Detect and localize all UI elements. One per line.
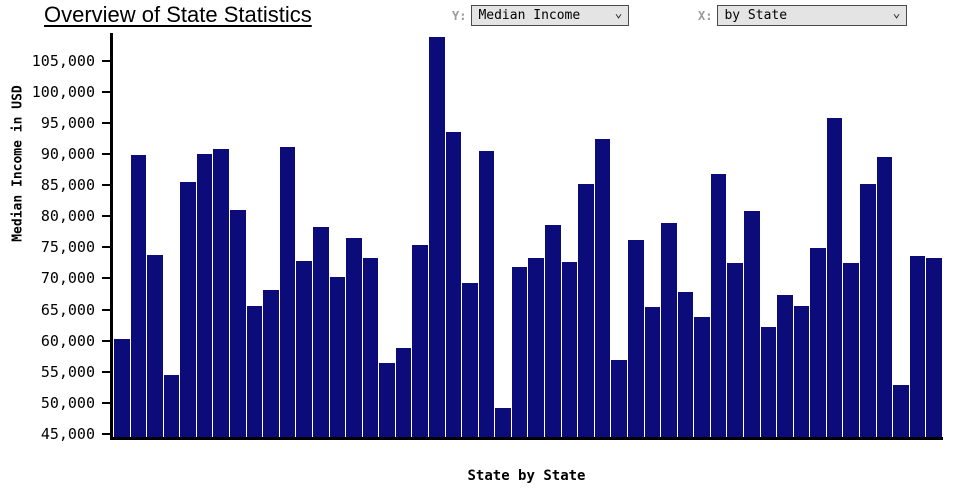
y-tick-label: 90,000 [40, 145, 95, 164]
x-axis-control: X: by State ⌄ [698, 5, 908, 26]
bar [395, 348, 412, 437]
bar [478, 150, 495, 437]
x-dropdown-value: by State [724, 8, 788, 23]
bar [147, 255, 163, 437]
bar [826, 117, 843, 437]
bar [677, 292, 694, 437]
bar [545, 225, 561, 437]
bar [793, 305, 810, 437]
x-control-label: X: [698, 8, 713, 23]
bar [462, 282, 478, 437]
y-tick-mark [102, 215, 110, 218]
y-tick-mark [102, 308, 110, 311]
y-tick-mark [102, 277, 110, 280]
x-variable-dropdown[interactable]: by State ⌄ [717, 5, 908, 26]
bar [263, 290, 279, 437]
y-control-label: Y: [452, 8, 467, 23]
bar [810, 247, 826, 437]
bar [329, 276, 346, 437]
y-tick-label: 55,000 [40, 362, 95, 381]
y-tick-label: 65,000 [40, 300, 95, 319]
chevron-down-icon: ⌄ [614, 5, 623, 21]
bar [909, 255, 926, 437]
bar [561, 262, 578, 437]
bar [926, 258, 942, 437]
bar [346, 237, 362, 437]
bar [379, 363, 395, 437]
bar [246, 305, 263, 437]
y-tick-mark [102, 432, 110, 435]
bar [296, 261, 312, 437]
y-tick-label: 80,000 [40, 207, 95, 226]
bar [362, 258, 379, 437]
bar [213, 148, 230, 437]
y-tick-mark [102, 339, 110, 342]
y-tick-label: 50,000 [40, 393, 95, 412]
bar [528, 258, 545, 437]
y-tick-label: 70,000 [40, 269, 95, 288]
page-title: Overview of State Statistics [44, 2, 312, 27]
bar [893, 384, 909, 437]
bar [743, 211, 760, 437]
y-tick-mark [102, 184, 110, 187]
y-tick-mark [102, 91, 110, 94]
y-tick-label: 100,000 [31, 83, 95, 102]
y-dropdown-value: Median Income [478, 8, 581, 23]
bar [644, 307, 661, 437]
bar [130, 155, 147, 437]
bar [876, 156, 893, 437]
y-tick-mark [102, 122, 110, 125]
bar [511, 267, 528, 437]
bar [412, 244, 428, 437]
y-tick-mark [102, 370, 110, 373]
bar [694, 317, 710, 437]
bar [279, 147, 296, 437]
bar [495, 408, 511, 437]
y-tick-label: 75,000 [40, 238, 95, 257]
bar [727, 263, 743, 437]
y-tick-label: 45,000 [40, 424, 95, 443]
y-tick-mark [102, 59, 110, 62]
bar [843, 263, 860, 437]
x-axis-title: State by State [467, 468, 586, 484]
plot-area [110, 33, 943, 440]
bar [860, 183, 876, 437]
chevron-down-icon: ⌄ [892, 5, 901, 21]
y-tick-label: 85,000 [40, 176, 95, 195]
bar [661, 222, 677, 437]
bar [578, 184, 594, 437]
bar [230, 210, 246, 437]
bar [760, 327, 777, 437]
y-axis: 45,000 50,000 55,000 60,000 65,000 70,000 75,0… [0, 33, 110, 443]
bar [710, 173, 727, 437]
y-axis-control: Y: Median Income ⌄ [452, 5, 630, 26]
bar [180, 182, 196, 437]
bar [627, 239, 644, 437]
y-tick-label: 95,000 [40, 114, 95, 133]
bar [777, 294, 793, 437]
y-variable-dropdown[interactable]: Median Income ⌄ [471, 5, 630, 26]
y-tick-mark [102, 153, 110, 156]
y-tick-mark [102, 246, 110, 249]
bar [445, 131, 462, 437]
bar [114, 338, 130, 437]
y-tick-label: 60,000 [40, 331, 95, 350]
y-tick-mark [102, 401, 110, 404]
bar [196, 153, 213, 437]
y-tick-label: 105,000 [31, 51, 95, 70]
bar [611, 359, 627, 437]
bar [594, 139, 611, 437]
bar [428, 37, 445, 437]
bar [312, 226, 329, 437]
bar [163, 375, 180, 437]
